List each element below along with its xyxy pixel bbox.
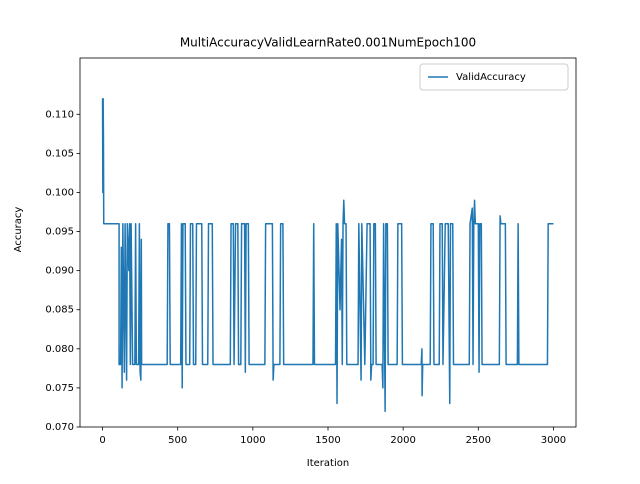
y-tick-label: 0.090 bbox=[45, 266, 74, 277]
y-tick-label: 0.110 bbox=[45, 109, 74, 120]
data-line bbox=[101, 97, 554, 413]
legend-box bbox=[419, 63, 569, 91]
y-tick-label: 0.105 bbox=[45, 148, 74, 159]
y-tick-label: 0.080 bbox=[45, 344, 74, 355]
y-tick-label: 0.095 bbox=[45, 227, 74, 238]
x-tick-label: 2500 bbox=[466, 435, 491, 446]
legend-label: ValidAccuracy bbox=[456, 72, 526, 83]
x-tick-label: 500 bbox=[168, 435, 187, 446]
x-tick-label: 1500 bbox=[315, 435, 340, 446]
y-tick-label: 0.085 bbox=[45, 305, 74, 316]
y-tick-label: 0.075 bbox=[45, 383, 74, 394]
x-tick-label: 1000 bbox=[240, 435, 265, 446]
x-axis-label: Iteration bbox=[307, 458, 349, 469]
y-axis-label: Accuracy bbox=[13, 207, 24, 253]
plot-frame bbox=[79, 57, 577, 428]
chart-title: MultiAccuracyValidLearnRate0.001NumEpoch… bbox=[180, 36, 476, 50]
y-tick-label: 0.070 bbox=[45, 422, 74, 433]
y-tick-label: 0.100 bbox=[45, 187, 74, 198]
x-tick-label: 3000 bbox=[541, 435, 566, 446]
x-tick-label: 0 bbox=[99, 435, 105, 446]
x-tick-label: 2000 bbox=[390, 435, 415, 446]
